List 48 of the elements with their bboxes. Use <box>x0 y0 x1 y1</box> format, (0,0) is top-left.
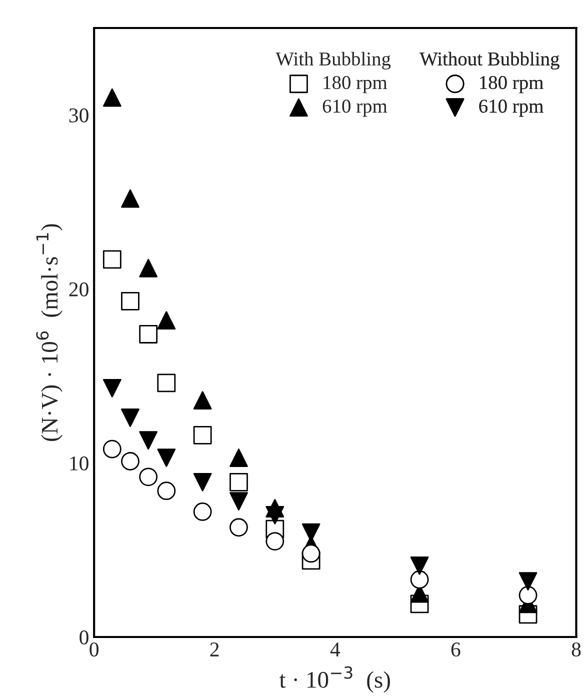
point <box>193 391 212 410</box>
x-tick-label: 6 <box>451 642 460 657</box>
y-tick-label: 30 <box>69 108 88 122</box>
point <box>266 506 284 524</box>
legend-label: 610 rpm <box>479 100 544 117</box>
point <box>230 492 248 510</box>
point <box>102 250 122 269</box>
point <box>121 292 140 310</box>
point <box>266 532 284 550</box>
point <box>302 544 320 563</box>
x-axis-title: t · 10$^{−3}$ (s) <box>279 666 390 693</box>
point <box>157 311 176 330</box>
point <box>230 472 248 492</box>
y-tick-label: 0 <box>80 630 88 644</box>
point <box>518 586 538 604</box>
point <box>139 431 158 450</box>
point <box>230 518 248 537</box>
y-tick-label: 10 <box>70 456 88 470</box>
point <box>193 426 212 444</box>
point <box>121 189 140 208</box>
point <box>102 440 122 458</box>
point <box>139 258 158 278</box>
text: With Bubbling <box>276 52 391 70</box>
point <box>139 468 158 486</box>
x-tick-label: 4 <box>330 642 340 656</box>
point <box>230 448 248 467</box>
point <box>102 88 122 107</box>
y-tick-label: 20 <box>69 282 88 296</box>
point <box>193 502 212 521</box>
x-tick-label: 0 <box>90 642 98 657</box>
y-axis-title: (N·V) · 10$^{6}$ (mol·s$^{−1}$) <box>36 224 62 442</box>
point <box>139 325 158 344</box>
point <box>518 572 538 591</box>
x-tick-label: 2 <box>210 642 219 656</box>
text: Without Bubbling <box>420 52 560 70</box>
point <box>410 556 429 575</box>
legend-label: 610 rpm <box>322 100 388 117</box>
point <box>102 378 122 398</box>
legend-label: 180 rpm <box>480 76 544 94</box>
point <box>193 472 212 492</box>
point <box>157 448 176 467</box>
legend-label: 180 rpm <box>324 76 388 94</box>
x-tick-label: 8 <box>572 642 581 657</box>
point <box>157 374 176 392</box>
point <box>121 408 140 427</box>
point <box>157 482 176 500</box>
point <box>410 570 429 589</box>
point <box>121 452 140 470</box>
